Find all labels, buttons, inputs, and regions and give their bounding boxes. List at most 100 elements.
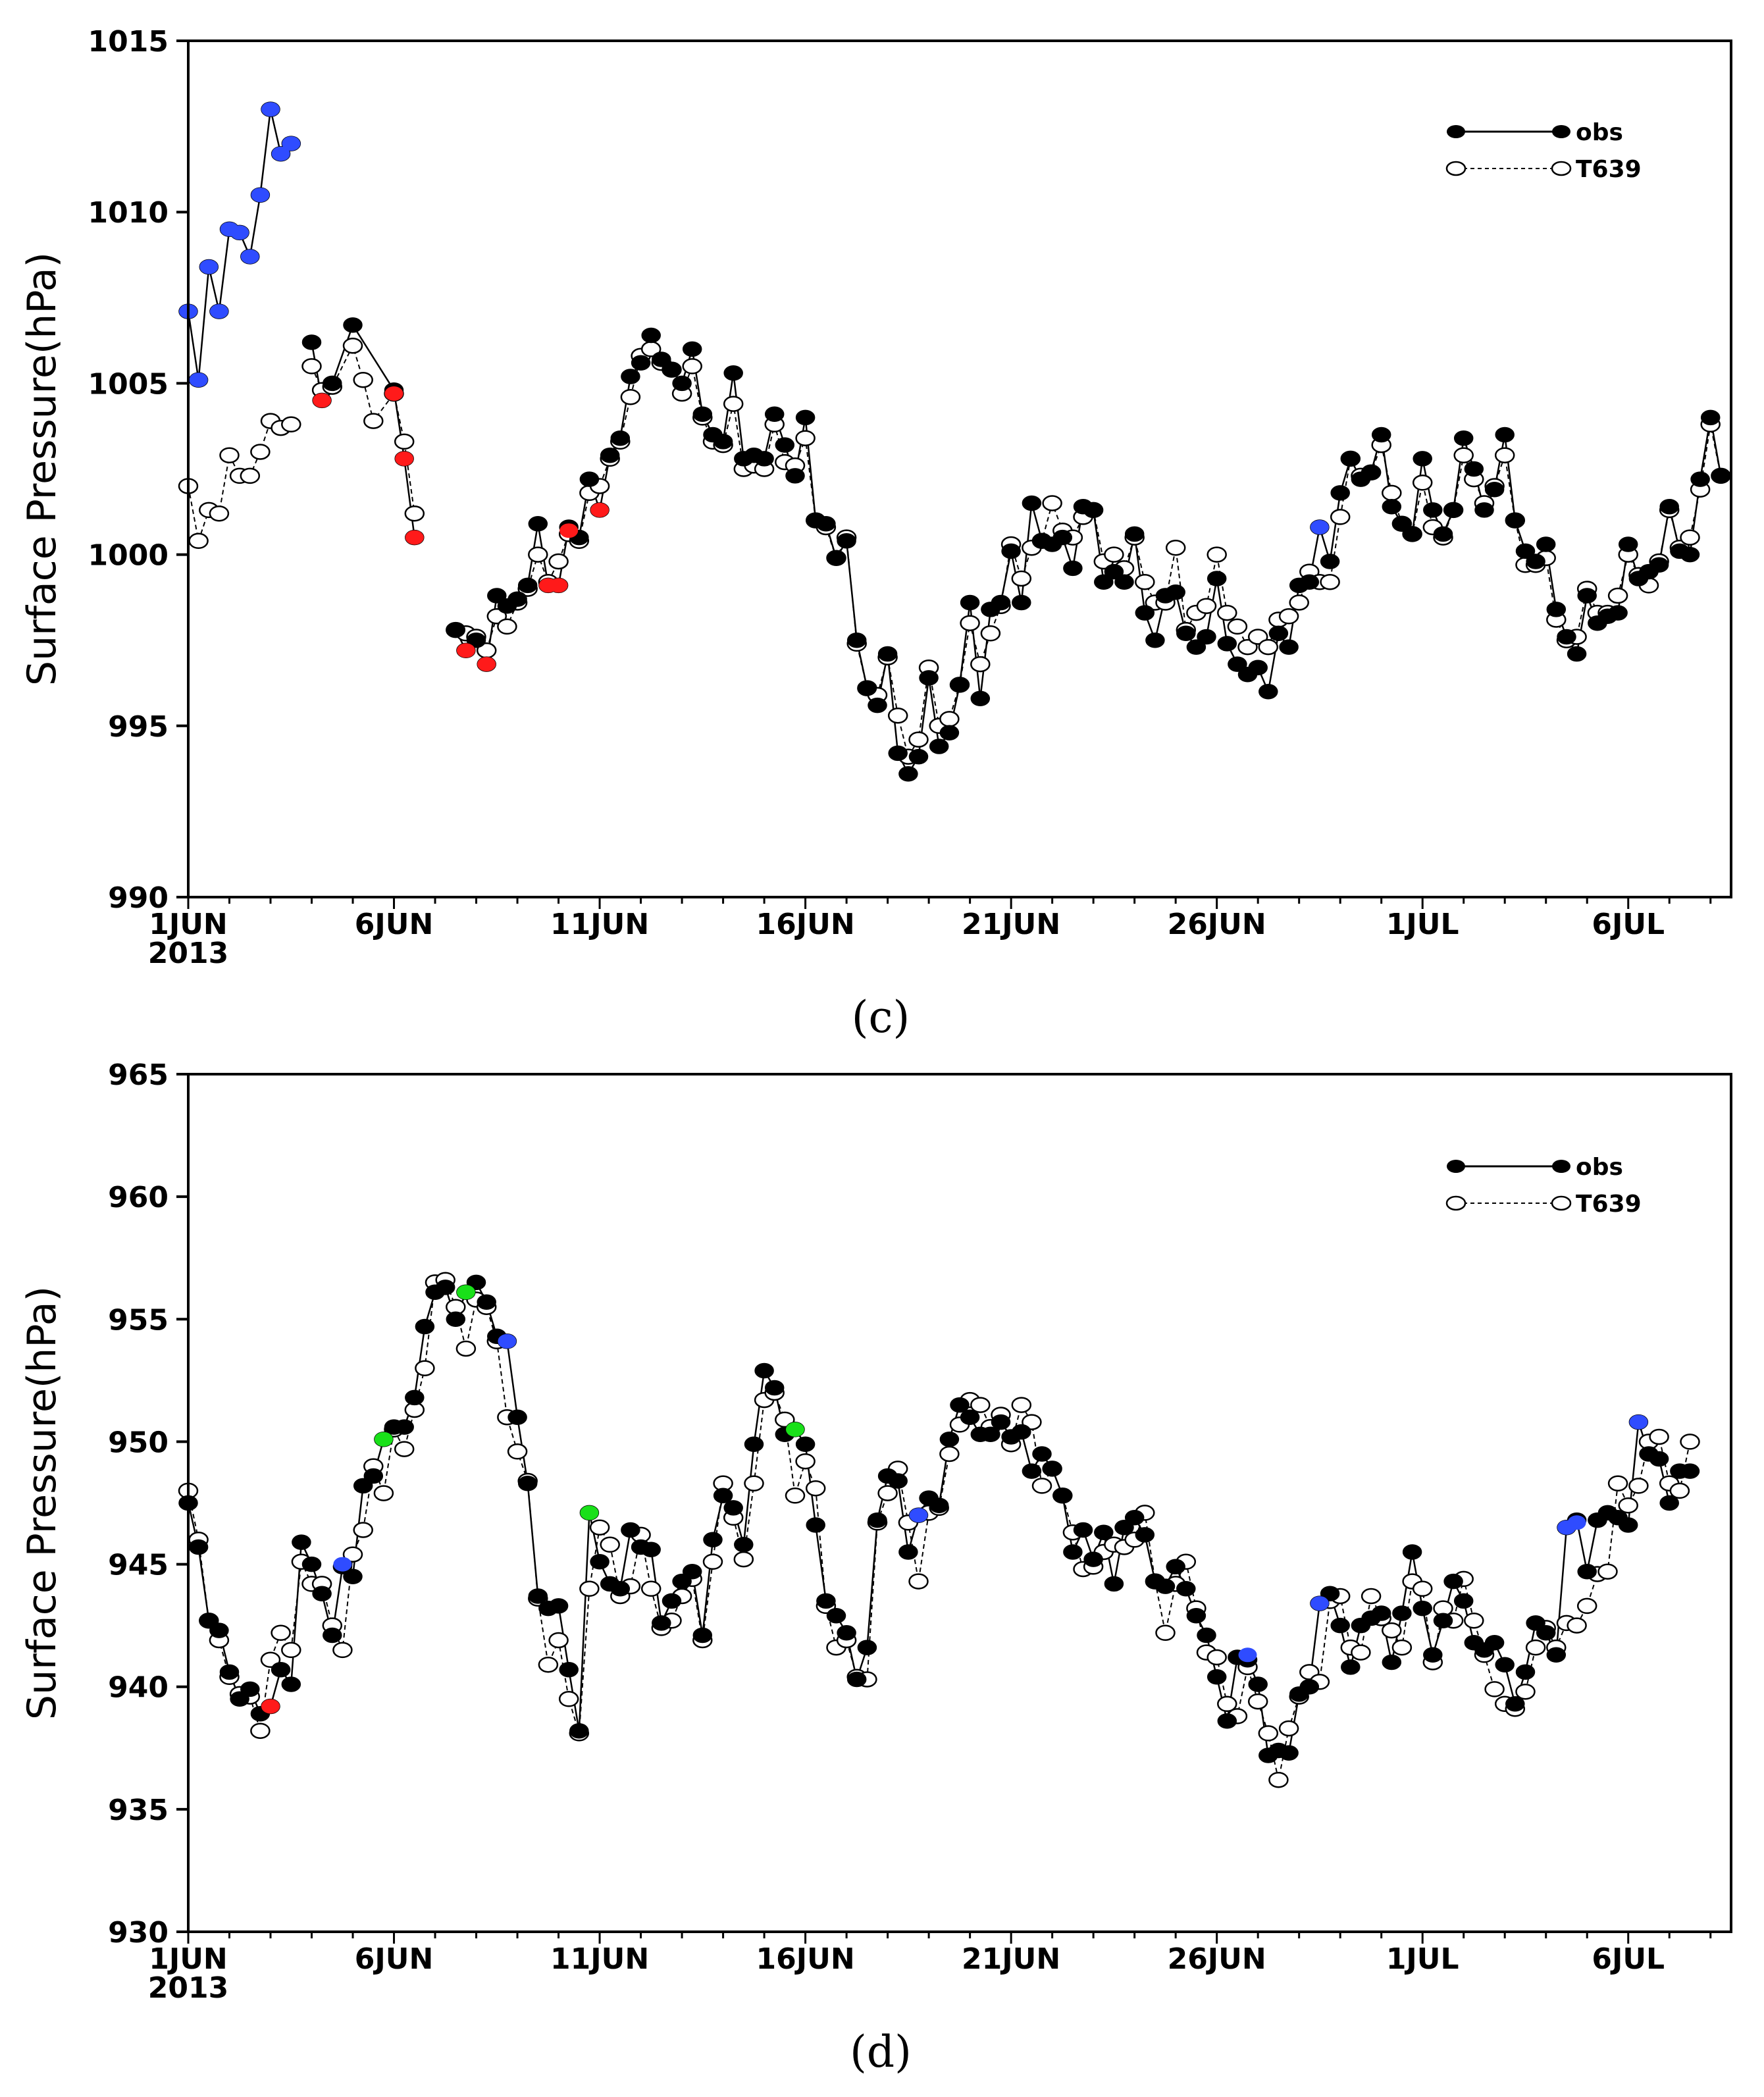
obs-point: [898, 1544, 918, 1560]
highlight-point-blue: [1310, 1596, 1329, 1611]
highlight-point-blue: [282, 136, 301, 151]
obs-point: [1443, 502, 1463, 518]
highlight-point-green: [786, 1422, 804, 1437]
obs-point: [826, 1608, 846, 1624]
obs-point: [795, 1436, 816, 1452]
obs-point: [775, 437, 795, 453]
obs-point: [1557, 629, 1576, 645]
t639-point: [1525, 1639, 1546, 1656]
x-tick-label: 11JUN: [550, 1942, 649, 1976]
t639-point: [960, 615, 980, 631]
obs-point: [579, 471, 600, 487]
obs-point: [960, 1409, 980, 1425]
plot-frame: [187, 39, 1732, 898]
t639-point: [353, 371, 373, 388]
obs-point: [621, 1522, 640, 1538]
t639-point: [1597, 1563, 1618, 1580]
obs-point: [723, 365, 743, 381]
t639-point: [682, 358, 702, 375]
t639-point: [332, 1642, 353, 1659]
obs-point: [1176, 625, 1196, 642]
t639-point: [1165, 539, 1186, 556]
highlight-point-blue: [261, 102, 280, 117]
t639-point: [219, 447, 240, 463]
obs-point: [888, 745, 908, 762]
t639-point: [1258, 1725, 1279, 1742]
y-tick-label: 1015: [88, 25, 169, 59]
highlight-point-red: [261, 1699, 280, 1714]
obs-point: [1299, 1678, 1320, 1695]
highlight-point-blue: [251, 188, 270, 203]
y-tick-label: 965: [108, 1058, 169, 1092]
t639-point: [1155, 1624, 1176, 1642]
obs-point: [1114, 574, 1134, 590]
obs-point: [929, 738, 949, 754]
t639-point: [1494, 447, 1515, 463]
obs-point: [631, 355, 651, 371]
y-axis-label: Surface Pressure(hPa): [19, 252, 65, 686]
obs-point: [323, 375, 342, 392]
obs-point: [312, 1586, 332, 1601]
obs-point: [487, 588, 507, 604]
y-tick-label: 945: [108, 1549, 169, 1582]
t639-point: [271, 1624, 291, 1642]
obs-point: [240, 1681, 260, 1697]
t639-point: [281, 1642, 301, 1659]
obs-point: [662, 361, 682, 378]
obs-point: [1577, 1563, 1597, 1580]
obs-point: [754, 1362, 774, 1379]
obs-point: [919, 670, 939, 686]
obs-point: [1526, 554, 1545, 569]
obs-point: [1124, 1510, 1145, 1526]
obs-point: [898, 765, 918, 782]
t639-point: [1258, 638, 1279, 656]
t639-point: [1042, 495, 1062, 511]
x-tick-sublabel: 2013: [148, 937, 228, 970]
t639-point: [589, 1519, 610, 1536]
obs-point: [1361, 464, 1381, 480]
highlight-point-red: [384, 386, 403, 401]
obs-point: [1680, 546, 1700, 563]
obs-point: [301, 1556, 322, 1572]
obs-point: [405, 1389, 425, 1406]
t639-point: [1618, 1497, 1638, 1514]
t639-point: [1351, 1644, 1371, 1661]
obs-point: [713, 434, 733, 450]
obs-point: [846, 632, 867, 648]
obs-point: [1690, 471, 1710, 487]
x-tick-label: 1JUL: [1386, 908, 1459, 941]
y-tick-label: 930: [108, 1916, 169, 1950]
obs-point: [507, 591, 527, 608]
obs-point: [1197, 1627, 1216, 1644]
t639-point: [1011, 570, 1032, 587]
t639-point: [908, 731, 929, 748]
obs-point: [1608, 605, 1628, 621]
obs-point: [960, 594, 980, 611]
obs-point: [1094, 1524, 1114, 1540]
obs-point: [1135, 605, 1155, 621]
obs-point: [692, 1627, 713, 1644]
highlight-point-red: [405, 530, 424, 545]
obs-point: [1495, 1657, 1515, 1672]
t639-point: [538, 1656, 559, 1673]
obs-point: [764, 1380, 785, 1396]
obs-point: [991, 594, 1011, 611]
t639-point: [394, 433, 415, 450]
obs-point: [837, 533, 856, 549]
obs-point: [1341, 1659, 1361, 1675]
panel-caption-d: (d): [850, 2027, 912, 2077]
obs-point: [209, 1622, 229, 1638]
obs-point: [1217, 636, 1237, 652]
obs-point: [610, 1581, 631, 1597]
y-tick-label: 950: [108, 1426, 169, 1459]
obs-point: [692, 406, 713, 422]
t639-point: [250, 1722, 271, 1739]
obs-point: [1186, 1608, 1206, 1624]
t639-point: [620, 388, 641, 405]
obs-point: [1433, 526, 1453, 542]
obs-point: [1659, 1495, 1679, 1511]
obs-point: [1382, 1654, 1402, 1670]
highlight-point-red: [590, 502, 610, 517]
obs-point: [1484, 1634, 1505, 1651]
